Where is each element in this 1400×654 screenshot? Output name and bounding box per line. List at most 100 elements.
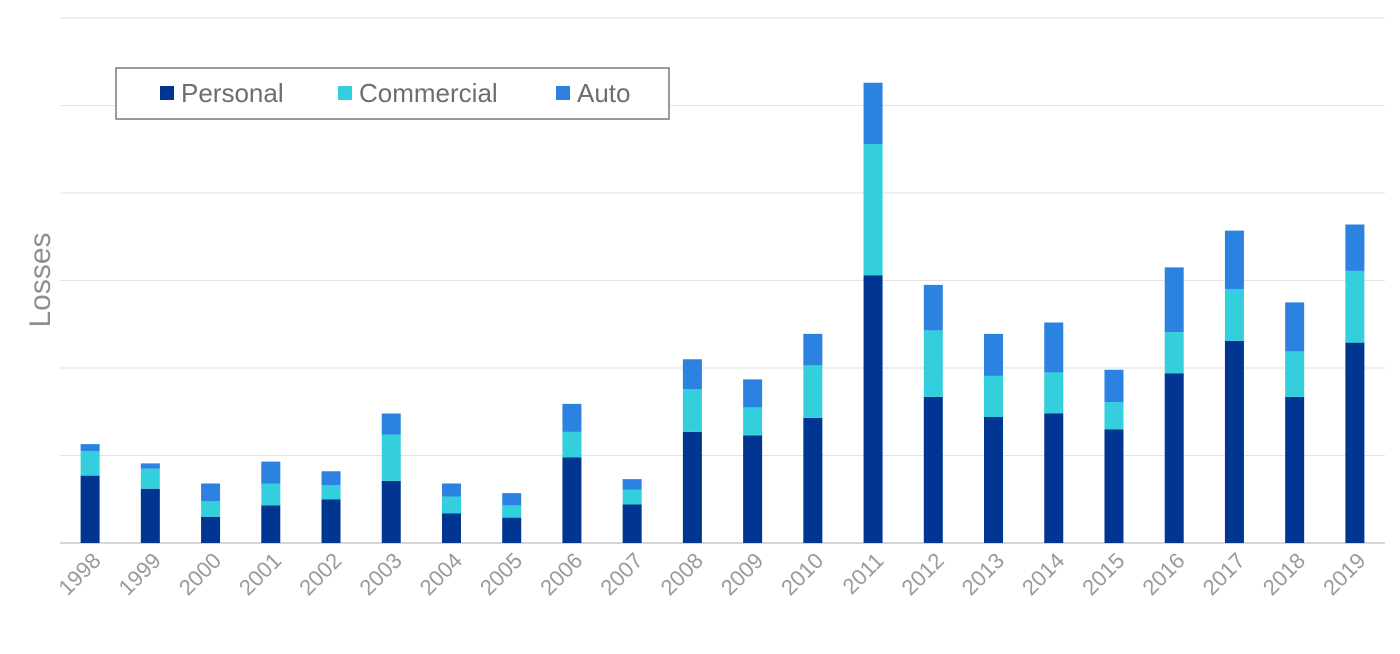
bar-auto-2006: [562, 403, 582, 432]
bar-auto-2017: [1224, 230, 1244, 290]
legend: Personal Commercial Auto: [115, 67, 670, 120]
bar-commercial-2019: [1345, 270, 1365, 343]
x-tick-label: 2001: [234, 548, 286, 600]
bar-commercial-2010: [803, 365, 823, 418]
bar-personal-2009: [743, 435, 763, 543]
bar-auto-2013: [984, 333, 1004, 376]
bar-commercial-2015: [1104, 402, 1124, 430]
legend-swatch-personal: [160, 86, 174, 100]
x-tick-label: 2011: [837, 548, 888, 599]
bar-auto-2009: [743, 379, 763, 408]
bar-personal-1998: [80, 475, 100, 543]
bars: [80, 82, 1365, 543]
bar-commercial-2001: [261, 483, 281, 506]
x-tick-label: 1999: [114, 548, 166, 600]
bar-auto-2003: [381, 413, 401, 435]
bar-commercial-2000: [201, 501, 221, 517]
x-tick-label: 2019: [1318, 548, 1370, 600]
bar-personal-2005: [502, 517, 522, 543]
bar-personal-2008: [682, 431, 702, 543]
x-tick-label: 2012: [897, 548, 949, 600]
legend-label-personal: Personal: [181, 78, 284, 108]
bar-commercial-2009: [743, 407, 763, 436]
x-tick-label: 2013: [957, 548, 1009, 600]
bar-auto-1999: [140, 463, 160, 469]
bar-personal-2012: [923, 396, 943, 543]
bar-auto-2004: [441, 483, 461, 497]
bar-auto-2010: [803, 333, 823, 366]
x-tick-label: 2014: [1017, 548, 1069, 600]
bar-commercial-2002: [321, 485, 341, 500]
bar-personal-2000: [201, 516, 221, 543]
bar-auto-2012: [923, 284, 943, 331]
bar-personal-2003: [381, 480, 401, 543]
bar-commercial-1998: [80, 451, 100, 476]
bar-personal-2014: [1044, 413, 1064, 543]
bar-commercial-2012: [923, 330, 943, 397]
bar-commercial-2017: [1224, 289, 1244, 341]
bar-personal-2011: [863, 275, 883, 543]
x-tick-label: 2002: [294, 548, 346, 600]
bar-commercial-2008: [682, 389, 702, 432]
bar-personal-2013: [984, 417, 1004, 543]
bar-personal-2010: [803, 417, 823, 543]
legend-swatch-auto: [556, 86, 570, 100]
bar-commercial-2014: [1044, 372, 1064, 414]
bar-personal-2017: [1224, 340, 1244, 543]
bar-commercial-2006: [562, 431, 582, 458]
x-tick-label: 2007: [595, 548, 647, 600]
bar-auto-2018: [1285, 302, 1305, 352]
bar-auto-2014: [1044, 322, 1064, 373]
bar-auto-2015: [1104, 369, 1124, 403]
bar-commercial-2018: [1285, 351, 1305, 397]
x-tick-label: 2009: [716, 548, 768, 600]
x-tick-label: 2015: [1077, 548, 1129, 600]
bar-personal-2016: [1164, 373, 1184, 543]
x-tick-label: 2004: [415, 548, 467, 600]
legend-swatch-commercial: [338, 86, 352, 100]
x-tick-label: 2005: [475, 548, 527, 600]
bar-commercial-2016: [1164, 332, 1184, 374]
bar-commercial-2013: [984, 375, 1004, 417]
bar-commercial-2005: [502, 505, 522, 518]
bar-auto-2001: [261, 461, 281, 484]
bar-personal-2002: [321, 499, 341, 543]
bar-commercial-2004: [441, 496, 461, 514]
bar-personal-2006: [562, 457, 582, 543]
x-tick-labels: 1998 1999 2000 2001 2002 2003 2004 2005 2006 2007…: [53, 548, 1370, 600]
bar-commercial-2003: [381, 434, 401, 481]
y-axis-label: Losses: [24, 232, 57, 327]
legend-label-auto: Auto: [577, 78, 631, 108]
bar-auto-2008: [682, 359, 702, 389]
bar-personal-1999: [140, 488, 160, 543]
x-tick-label: 2018: [1258, 548, 1310, 600]
x-tick-label: 2003: [354, 548, 406, 600]
legend-box: [115, 67, 670, 120]
bar-personal-2004: [441, 513, 461, 543]
x-tick-label: 2010: [776, 548, 828, 600]
bar-auto-2007: [622, 479, 642, 490]
bar-auto-1998: [80, 444, 100, 452]
x-tick-label: 2017: [1198, 548, 1250, 600]
bar-auto-2000: [201, 483, 221, 501]
legend-label-commercial: Commercial: [359, 78, 498, 108]
x-tick-label: 2006: [535, 548, 587, 600]
bar-auto-2002: [321, 471, 341, 486]
x-tick-label: 2008: [656, 548, 708, 600]
x-tick-label: 2016: [1137, 548, 1189, 600]
bar-personal-2019: [1345, 342, 1365, 543]
bar-auto-2011: [863, 82, 883, 144]
bar-personal-2018: [1285, 396, 1305, 543]
bar-auto-2016: [1164, 267, 1184, 333]
bar-commercial-2007: [622, 489, 642, 505]
bar-auto-2005: [502, 493, 522, 506]
bar-commercial-2011: [863, 144, 883, 276]
bar-personal-2007: [622, 504, 642, 543]
x-tick-label: 1998: [53, 548, 105, 600]
bar-auto-2019: [1345, 224, 1365, 271]
x-tick-label: 2000: [174, 548, 226, 600]
bar-personal-2001: [261, 505, 281, 543]
bar-personal-2015: [1104, 429, 1124, 543]
bar-commercial-1999: [140, 468, 160, 489]
